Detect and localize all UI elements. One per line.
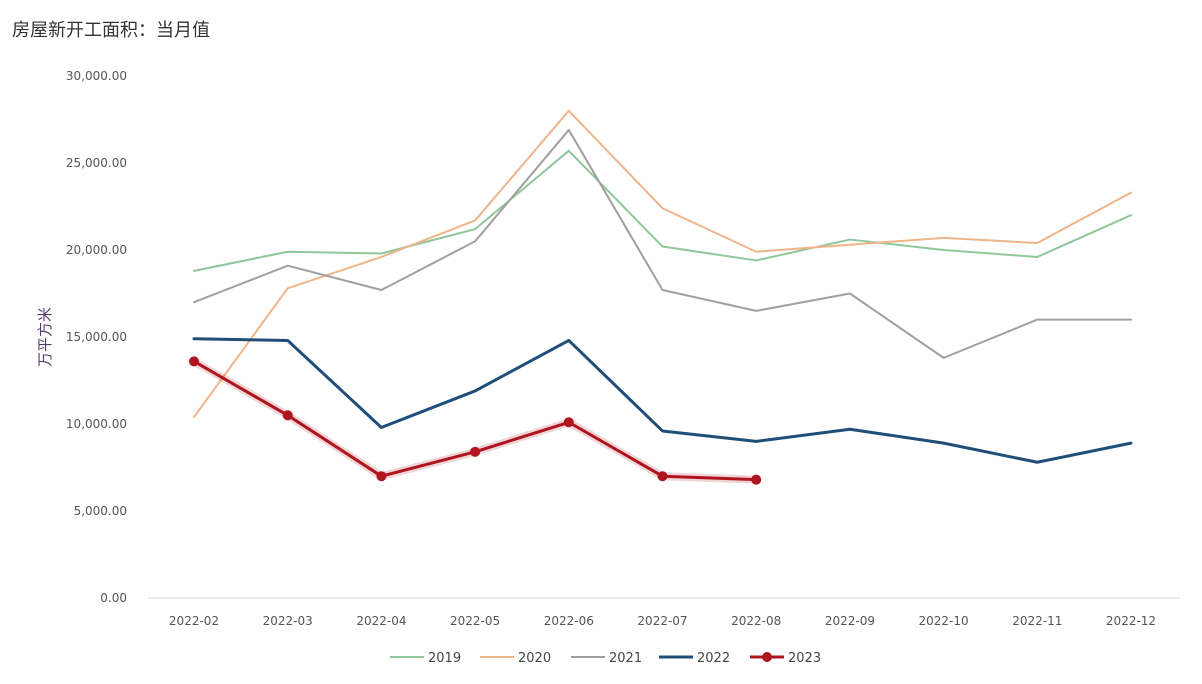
x-tick-label: 2022-03 [263,614,313,628]
legend-label: 2023 [788,651,821,666]
legend-item-2020: 2020 [480,651,551,666]
legend: 2019 2020 2021 2022 2023 [390,651,821,666]
series-2023-point [189,356,199,367]
legend-item-2021: 2021 [571,651,642,666]
series-2023 [189,356,762,485]
y-tick-label: 5,000.00 [74,504,127,518]
series-2023-point [563,417,574,428]
legend-marker [762,652,772,662]
y-axis-title: 万平方米 [36,307,54,367]
series-lines [189,109,1133,485]
x-tick-label: 2022-04 [356,614,406,628]
y-axis-labels: 0.00 5,000.00 10,000.00 15,000.00 20,000.00 2… [66,69,127,605]
series-2023-glow [190,357,761,484]
x-tick-label: 2022-02 [169,614,219,628]
y-tick-label: 20,000.00 [66,243,127,257]
legend-label: 2020 [518,651,551,666]
legend-label: 2021 [609,651,642,666]
series-2023-line [192,359,758,482]
legend-item-2022: 2022 [659,651,730,666]
series-2023-point [751,474,762,485]
y-tick-label: 10,000.00 [66,417,127,431]
series-2020 [193,109,1132,419]
series-2019 [193,149,1132,272]
series-2022 [192,337,1133,464]
series-2021-line [193,128,1132,359]
legend-item-2019: 2019 [390,651,461,666]
y-tick-label: 0.00 [100,591,127,605]
series-2023-point [470,446,481,457]
series-2023-point [657,471,668,482]
x-tick-label: 2022-06 [544,614,594,628]
x-tick-label: 2022-05 [450,614,500,628]
series-2021 [193,128,1132,359]
legend-label: 2022 [697,651,730,666]
x-tick-label: 2022-08 [731,614,781,628]
series-2020-line [193,109,1132,419]
y-tick-label: 15,000.00 [66,330,127,344]
x-tick-label: 2022-10 [919,614,969,628]
x-tick-label: 2022-09 [825,614,875,628]
x-tick-label: 2022-07 [637,614,687,628]
x-tick-label: 2022-12 [1106,614,1156,628]
legend-item-2023: 2023 [750,651,821,666]
x-tick-label: 2022-11 [1012,614,1062,628]
x-axis-labels: 2022-02 2022-03 2022-04 2022-05 2022-06 2022-… [169,614,1156,628]
chart-title: 房屋新开工面积：当月值 [12,20,210,41]
series-2023-point [376,471,387,482]
series-2023-point [282,410,293,421]
y-tick-label: 25,000.00 [66,156,127,170]
series-2019-line [193,149,1132,272]
y-tick-label: 30,000.00 [66,69,127,83]
series-2022-line [192,337,1133,464]
legend-label: 2019 [428,651,461,666]
